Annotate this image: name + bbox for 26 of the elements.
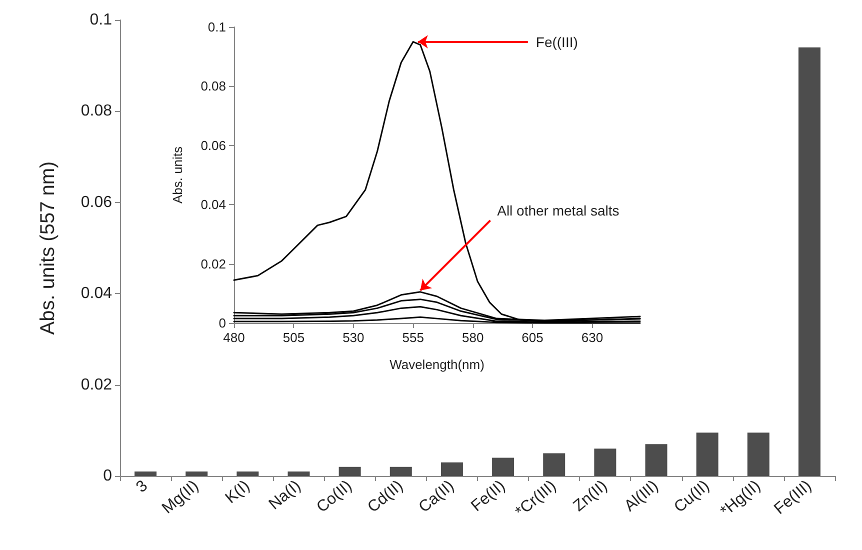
- y-tick-label: 0: [103, 468, 112, 484]
- y-tick-label: 0.1: [208, 20, 226, 34]
- x-tick-label: 555: [402, 330, 424, 345]
- x-axis-title: Wavelength(nm): [390, 357, 484, 372]
- y-tick-label: 0.04: [200, 197, 226, 212]
- x-tick-label: 505: [282, 330, 305, 345]
- x-tick-label: 3: [133, 477, 152, 496]
- y-axis-title: Abs. units: [170, 146, 185, 204]
- x-tick-label: K(I): [222, 477, 254, 508]
- y-tick-label: 0.08: [200, 78, 226, 94]
- y-tick-label: 0.06: [80, 194, 112, 211]
- y-tick-label: 0.06: [200, 138, 226, 153]
- y-tick-label: 0.02: [200, 256, 226, 272]
- x-tick-label: 480: [223, 330, 245, 345]
- y-tick-label: 0.04: [80, 285, 112, 302]
- y-tick-label: 0.08: [80, 102, 112, 120]
- y-tick-label: 0.1: [90, 12, 112, 28]
- y-axis-title: Abs. units (557 nm): [37, 161, 59, 335]
- x-tick-label: 530: [342, 330, 364, 345]
- x-tick-label: 630: [581, 330, 604, 345]
- x-tick-label: 580: [462, 330, 484, 345]
- annotation: All other metal salts: [497, 202, 620, 219]
- annotation: Fe((III): [536, 34, 578, 50]
- y-tick-label: 0.02: [80, 376, 112, 394]
- x-tick-label: 605: [522, 330, 544, 345]
- y-tick-label: 0: [218, 316, 226, 330]
